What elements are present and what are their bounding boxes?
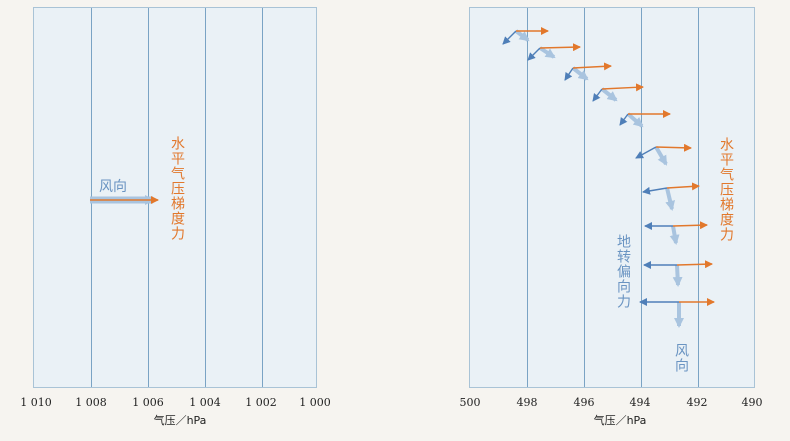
tick-label: 1 002 [245, 396, 277, 409]
left-wind-label: 风向 [99, 179, 127, 195]
tick-label: 1 008 [75, 396, 107, 409]
tick-label: 1 004 [189, 396, 221, 409]
right-wind-label: 风向 [673, 343, 689, 373]
right-pgf-label: 水平气压梯度力 [718, 137, 734, 242]
isobar-line [262, 8, 263, 387]
tick-label: 494 [629, 396, 651, 409]
tick-label: 500 [459, 396, 481, 409]
tick-label: 498 [516, 396, 538, 409]
tick-label: 1 010 [20, 396, 52, 409]
tick-label: 1 006 [132, 396, 164, 409]
right-coriolis-label: 地转偏向力 [615, 234, 631, 309]
isobar-line [584, 8, 585, 387]
left-pgf-label: 水平气压梯度力 [169, 136, 185, 241]
wind-arrow-group [514, 29, 684, 328]
tick-label: 490 [741, 396, 763, 409]
isobar-line [527, 8, 528, 387]
tick-label: 1 000 [299, 396, 331, 409]
left-panel [33, 7, 317, 388]
pressure-gradient-arrow-group [516, 27, 715, 306]
right-panel [469, 7, 755, 388]
coriolis-arrow-group [502, 30, 679, 306]
isobar-line [205, 8, 206, 387]
right-axis-title: 气压／hPa [593, 414, 647, 427]
left-axis-title: 气压／hPa [153, 414, 207, 427]
isobar-line [698, 8, 699, 387]
isobar-line [641, 8, 642, 387]
tick-label: 496 [573, 396, 595, 409]
tick-label: 492 [686, 396, 708, 409]
